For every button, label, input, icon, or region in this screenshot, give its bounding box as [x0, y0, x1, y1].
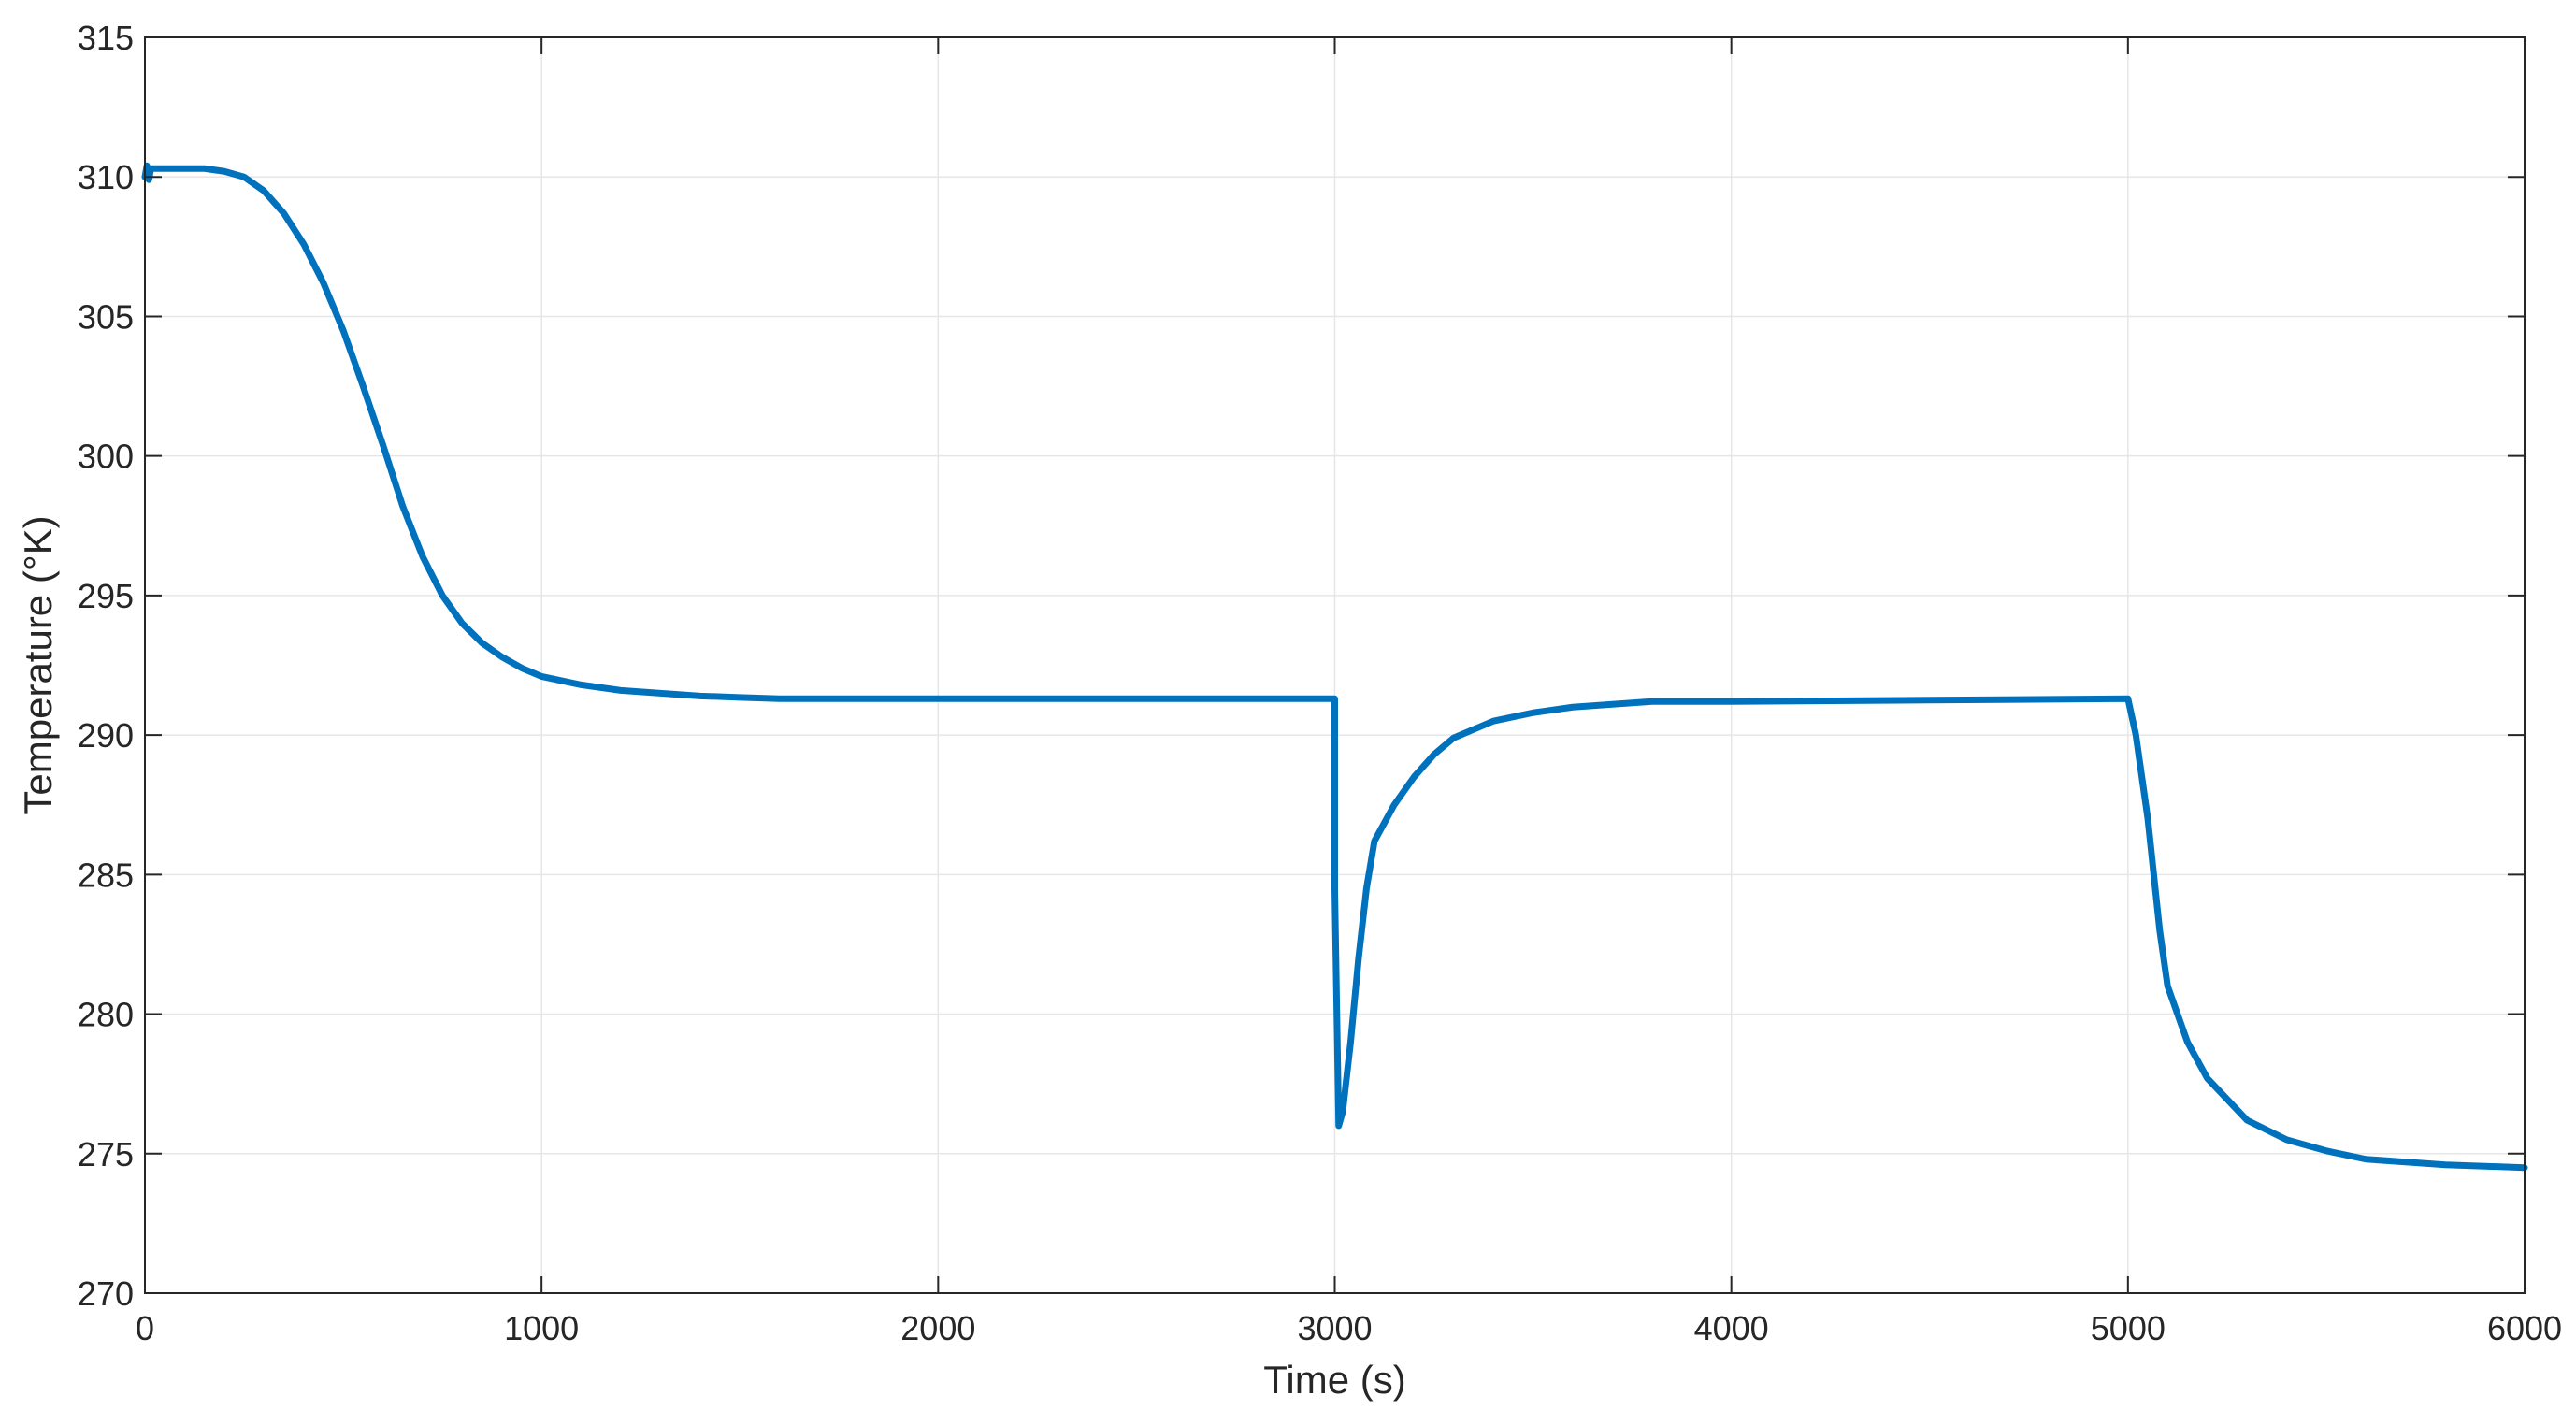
series-layer — [141, 162, 2528, 1172]
x-axis-label: Time (s) — [1263, 1358, 1405, 1402]
y-tick-label: 275 — [78, 1135, 134, 1173]
y-tick-label: 300 — [78, 438, 134, 476]
x-tick-label: 2000 — [900, 1309, 975, 1347]
x-tick-label: 5000 — [2091, 1309, 2166, 1347]
y-tick-label: 285 — [78, 856, 134, 894]
x-tick-label: 1000 — [504, 1309, 579, 1347]
y-tick-label: 305 — [78, 297, 134, 336]
x-tick-label: 6000 — [2487, 1309, 2562, 1347]
y-tick-label: 290 — [78, 716, 134, 755]
x-tick-label: 0 — [136, 1309, 154, 1347]
y-tick-label: 270 — [78, 1274, 134, 1313]
y-axis-label: Temperature (°K) — [16, 515, 60, 814]
y-tick-label: 315 — [78, 19, 134, 57]
y-tick-label: 310 — [78, 158, 134, 196]
temperature-series-line — [141, 162, 2528, 1172]
x-tick-label: 4000 — [1694, 1309, 1769, 1347]
x-tick-label: 3000 — [1297, 1309, 1372, 1347]
y-tick-label: 295 — [78, 577, 134, 615]
ticks: 0 1000 2000 3000 4000 5000 6000 270 275 280 285 290… — [78, 19, 2562, 1347]
y-tick-label: 280 — [78, 996, 134, 1034]
